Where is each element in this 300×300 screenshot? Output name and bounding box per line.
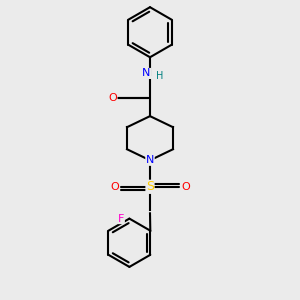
Text: N: N: [146, 155, 154, 165]
Text: S: S: [146, 180, 154, 193]
Text: F: F: [118, 214, 124, 224]
Text: O: O: [108, 94, 117, 103]
Text: O: O: [181, 182, 190, 192]
Text: O: O: [110, 182, 119, 192]
Text: N: N: [142, 68, 151, 78]
Text: H: H: [156, 71, 163, 81]
